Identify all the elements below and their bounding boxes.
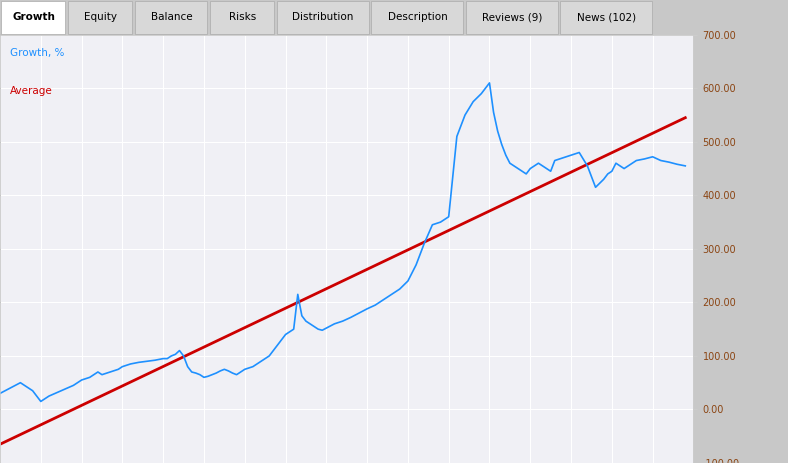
Text: Growth, %: Growth, % — [10, 48, 65, 57]
Text: Distribution: Distribution — [292, 13, 354, 22]
Text: Risks: Risks — [229, 13, 256, 22]
FancyBboxPatch shape — [210, 0, 274, 34]
FancyBboxPatch shape — [466, 0, 558, 34]
FancyBboxPatch shape — [371, 0, 463, 34]
FancyBboxPatch shape — [135, 0, 207, 34]
Text: News (102): News (102) — [577, 13, 637, 22]
FancyBboxPatch shape — [277, 0, 369, 34]
Text: Description: Description — [388, 13, 448, 22]
FancyBboxPatch shape — [1, 0, 65, 34]
FancyBboxPatch shape — [68, 0, 132, 34]
Text: Balance: Balance — [151, 13, 192, 22]
Text: Growth: Growth — [12, 13, 55, 22]
FancyBboxPatch shape — [560, 0, 652, 34]
Text: Average: Average — [10, 86, 53, 96]
Text: Equity: Equity — [84, 13, 117, 22]
Text: Reviews (9): Reviews (9) — [482, 13, 542, 22]
